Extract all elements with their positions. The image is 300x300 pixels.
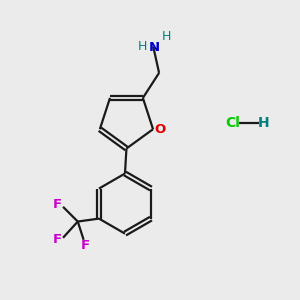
Text: F: F [53, 198, 62, 211]
Text: F: F [81, 239, 90, 252]
Text: H: H [257, 116, 269, 130]
Text: O: O [154, 123, 165, 136]
Text: H: H [162, 30, 171, 43]
Text: N: N [149, 41, 160, 54]
Text: F: F [53, 233, 62, 246]
Text: Cl: Cl [225, 116, 240, 130]
Text: H: H [138, 40, 148, 53]
